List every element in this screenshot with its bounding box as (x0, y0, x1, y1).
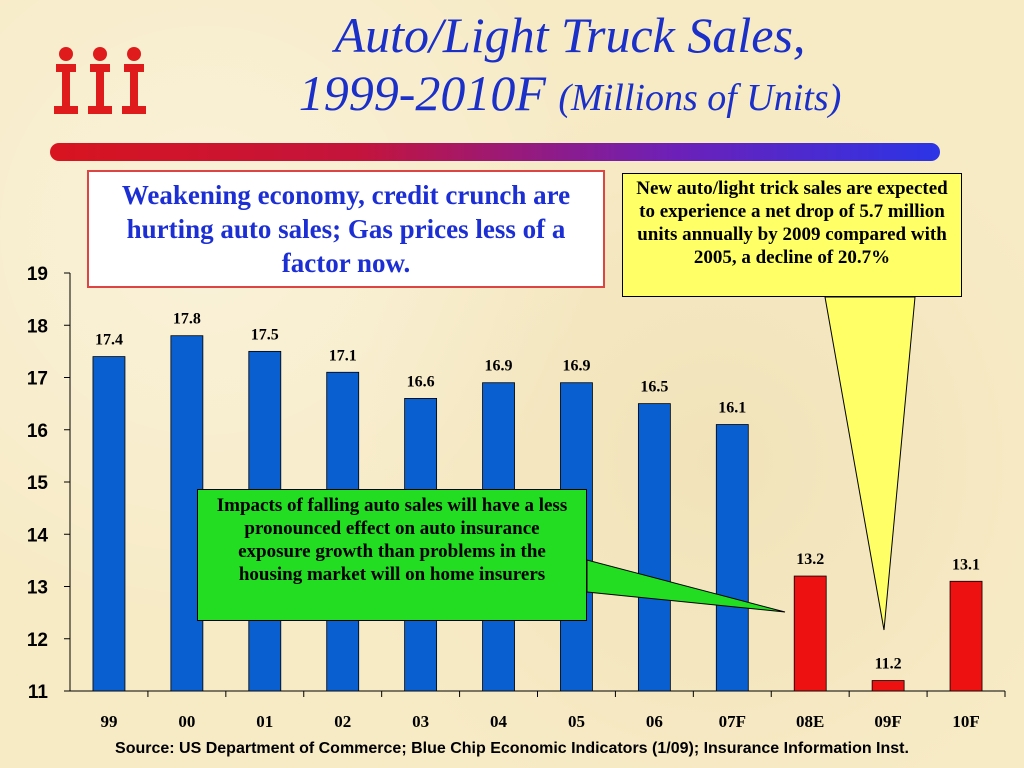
bar-value-label: 17.1 (329, 347, 357, 364)
y-tick-label: 13 (27, 578, 48, 599)
bar-value-label: 13.1 (952, 556, 980, 573)
bar (637, 403, 671, 692)
x-tick-label: 07F (719, 712, 746, 731)
x-tick-label: 09F (874, 712, 901, 731)
bar-value-label: 13.2 (796, 551, 824, 568)
title-line-1: Auto/Light Truck Sales, (334, 7, 806, 63)
iii-logo (54, 47, 146, 114)
y-tick-label: 11 (28, 682, 49, 703)
bar (871, 680, 905, 692)
x-tick-label: 00 (178, 712, 195, 731)
bar-value-label: 11.2 (875, 656, 902, 673)
bar-value-label: 16.6 (407, 373, 435, 390)
title-divider (50, 143, 940, 161)
bar-value-label: 17.5 (251, 326, 279, 343)
x-tick-label: 01 (256, 712, 273, 731)
x-tick-label: 04 (490, 712, 508, 731)
green-callout-pointer (586, 559, 786, 613)
x-tick-label: 02 (334, 712, 351, 731)
yellow-callout-pointer (824, 296, 916, 631)
bar (92, 356, 126, 692)
slide-title: Auto/Light Truck Sales, 1999-2010F (Mill… (160, 6, 980, 127)
bar-value-label: 16.1 (718, 400, 746, 417)
y-tick-label: 19 (27, 264, 48, 285)
x-tick-label: 06 (646, 712, 663, 731)
bar (170, 335, 204, 692)
title-years: 1999-2010F (298, 65, 546, 121)
y-tick-label: 14 (27, 525, 49, 546)
x-tick-label: 08E (796, 712, 824, 731)
bar (949, 580, 983, 692)
x-tick-label: 99 (100, 712, 117, 731)
bar-value-label: 16.5 (640, 379, 668, 396)
y-tick-label: 18 (27, 316, 48, 337)
x-tick-label: 03 (412, 712, 429, 731)
bar (793, 575, 827, 692)
y-tick-label: 17 (27, 369, 48, 390)
bar-value-label: 17.4 (95, 332, 123, 349)
bar-value-label: 17.8 (173, 311, 201, 328)
y-tick-label: 16 (27, 421, 48, 442)
x-tick-label: 05 (568, 712, 585, 731)
green-callout: Impacts of falling auto sales will have … (197, 489, 587, 621)
bar-value-label: 16.9 (562, 358, 590, 375)
headline-callout: Weakening economy, credit crunch are hur… (87, 170, 605, 288)
y-tick-label: 15 (27, 473, 49, 494)
title-units: (Millions of Units) (558, 77, 842, 119)
source-note: Source: US Department of Commerce; Blue … (115, 740, 909, 757)
x-tick-label: 10F (952, 712, 979, 731)
title-line-2: 1999-2010F (Millions of Units) (160, 64, 980, 127)
bar-value-label: 16.9 (485, 358, 513, 375)
bar (715, 424, 749, 692)
y-tick-label: 12 (27, 630, 48, 651)
yellow-callout: New auto/light trick sales are expected … (622, 173, 962, 297)
